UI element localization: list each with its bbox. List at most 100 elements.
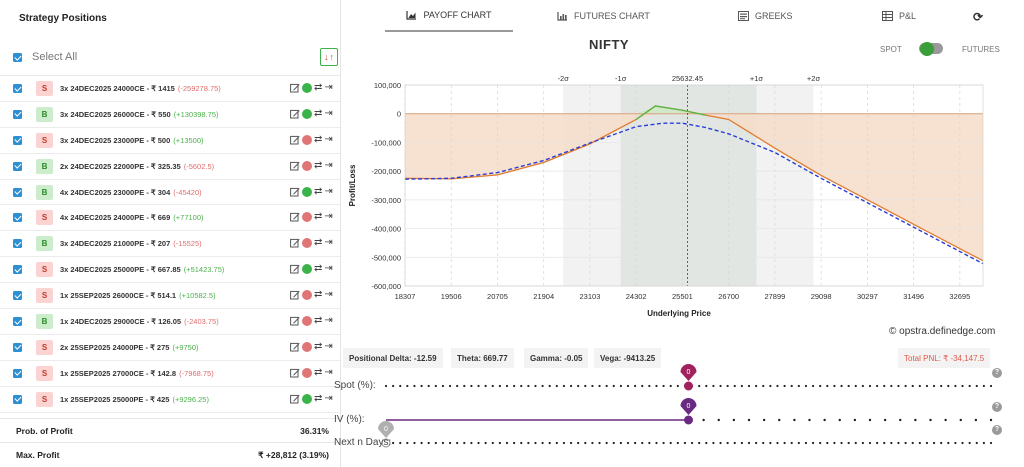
- exit-icon[interactable]: ⇥: [324, 211, 333, 223]
- edit-icon[interactable]: [290, 342, 300, 352]
- edit-icon[interactable]: [290, 316, 300, 326]
- swap-icon[interactable]: ⇄: [314, 133, 323, 145]
- exit-icon[interactable]: ⇥: [324, 366, 333, 378]
- status-dot-icon[interactable]: [302, 108, 312, 119]
- help-icon[interactable]: ?: [992, 402, 1002, 412]
- exit-icon[interactable]: ⇥: [324, 392, 333, 404]
- slider[interactable]: 0 IV (%):?: [334, 395, 1024, 425]
- position-row[interactable]: S 1x 25SEP2025 26000CE - ₹ 514.1 (+10582.5…: [0, 283, 340, 310]
- edit-icon[interactable]: [290, 212, 300, 222]
- side-badge[interactable]: B: [36, 158, 53, 174]
- side-badge[interactable]: B: [36, 184, 53, 200]
- position-checkbox[interactable]: [13, 109, 22, 119]
- slider-track[interactable]: 0: [341, 421, 1024, 455]
- position-row[interactable]: S 3x 24DEC2025 25000PE - ₹ 667.85 (+51423.…: [0, 257, 340, 284]
- side-badge[interactable]: S: [36, 262, 53, 278]
- position-checkbox[interactable]: [13, 265, 22, 275]
- position-checkbox[interactable]: [13, 84, 22, 93]
- tab-pnl[interactable]: P&L: [882, 0, 916, 32]
- edit-icon[interactable]: [290, 394, 300, 404]
- status-dot-icon[interactable]: [302, 264, 312, 275]
- swap-icon[interactable]: ⇄: [314, 211, 323, 223]
- edit-icon[interactable]: [290, 238, 300, 248]
- exit-icon[interactable]: ⇥: [324, 263, 333, 275]
- exit-icon[interactable]: ⇥: [324, 340, 333, 352]
- side-badge[interactable]: S: [36, 288, 53, 304]
- position-checkbox[interactable]: [13, 161, 22, 171]
- position-row[interactable]: S 4x 24DEC2025 24000PE - ₹ 669 (+77100) ⇄ ⇥: [0, 205, 340, 232]
- tab-payoff-chart[interactable]: PAYOFF CHART: [385, 0, 513, 32]
- swap-icon[interactable]: ⇄: [314, 263, 323, 275]
- exit-icon[interactable]: ⇥: [324, 237, 333, 249]
- edit-icon[interactable]: [290, 83, 300, 93]
- swap-icon[interactable]: ⇄: [314, 340, 323, 352]
- position-row[interactable]: S 1x 25SEP2025 27000CE - ₹ 142.8 (-7968.75…: [0, 361, 340, 387]
- swap-icon[interactable]: ⇄: [314, 159, 323, 171]
- status-dot-icon[interactable]: [302, 238, 312, 249]
- edit-icon[interactable]: [290, 290, 300, 300]
- side-badge[interactable]: S: [36, 210, 53, 226]
- position-row[interactable]: B 3x 24DEC2025 21000PE - ₹ 207 (-15525) ⇄ ⇥: [0, 231, 340, 258]
- exit-icon[interactable]: ⇥: [324, 289, 333, 301]
- swap-icon[interactable]: ⇄: [314, 237, 323, 249]
- position-checkbox[interactable]: [13, 291, 22, 301]
- tab-greeks[interactable]: GREEKS: [738, 0, 793, 32]
- exit-icon[interactable]: ⇥: [324, 133, 333, 145]
- edit-icon[interactable]: [290, 264, 300, 274]
- edit-icon[interactable]: [290, 368, 300, 378]
- position-row[interactable]: S 1x 25SEP2025 25000PE - ₹ 425 (+9296.25) ⇄…: [0, 387, 340, 413]
- exit-icon[interactable]: ⇥: [324, 107, 333, 119]
- status-dot-icon[interactable]: [302, 134, 312, 145]
- position-row[interactable]: S 3x 24DEC2025 24000CE - ₹ 1415 (-259278.7…: [0, 76, 340, 102]
- position-checkbox[interactable]: [13, 213, 22, 223]
- edit-icon[interactable]: [290, 135, 300, 145]
- slider[interactable]: 0 Spot (%):?: [334, 364, 1024, 398]
- swap-icon[interactable]: ⇄: [314, 366, 323, 378]
- status-dot-icon[interactable]: [302, 316, 312, 327]
- edit-icon[interactable]: [290, 161, 300, 171]
- side-badge[interactable]: S: [36, 365, 53, 381]
- slider[interactable]: 0 Next n Days:?: [334, 421, 1024, 455]
- edit-icon[interactable]: [290, 109, 300, 119]
- exit-icon[interactable]: ⇥: [324, 159, 333, 171]
- edit-icon[interactable]: [290, 187, 300, 197]
- refresh-icon[interactable]: ⟳: [973, 10, 984, 24]
- swap-icon[interactable]: ⇄: [314, 392, 323, 404]
- status-dot-icon[interactable]: [302, 367, 312, 378]
- exit-icon[interactable]: ⇥: [324, 185, 333, 197]
- status-dot-icon[interactable]: [302, 186, 312, 197]
- position-checkbox[interactable]: [13, 135, 22, 145]
- swap-icon[interactable]: ⇄: [314, 107, 323, 119]
- status-dot-icon[interactable]: [302, 160, 312, 171]
- position-row[interactable]: B 3x 24DEC2025 26000CE - ₹ 550 (+130398.75…: [0, 102, 340, 128]
- position-row[interactable]: S 2x 25SEP2025 24000PE - ₹ 275 (+9750) ⇄ ⇥: [0, 335, 340, 361]
- side-badge[interactable]: S: [36, 391, 53, 407]
- swap-icon[interactable]: ⇄: [314, 289, 323, 301]
- status-dot-icon[interactable]: [302, 393, 312, 404]
- position-row[interactable]: B 2x 24DEC2025 22000PE - ₹ 325.35 (-5602.5…: [0, 154, 340, 180]
- status-dot-icon[interactable]: [302, 290, 312, 301]
- position-checkbox[interactable]: [13, 394, 22, 404]
- position-row[interactable]: B 1x 24DEC2025 29000CE - ₹ 126.05 (-2403.7…: [0, 309, 340, 335]
- select-all-checkbox[interactable]: [13, 53, 22, 62]
- slider-track[interactable]: 0: [341, 364, 1024, 398]
- swap-icon[interactable]: ⇄: [314, 185, 323, 197]
- position-row[interactable]: B 4x 24DEC2025 23000PE - ₹ 304 (-45420) ⇄ ⇥: [0, 180, 340, 206]
- side-badge[interactable]: B: [36, 236, 53, 252]
- side-badge[interactable]: S: [36, 339, 53, 355]
- swap-icon[interactable]: ⇄: [314, 315, 323, 327]
- exit-icon[interactable]: ⇥: [324, 82, 333, 93]
- side-badge[interactable]: B: [36, 106, 53, 122]
- position-row[interactable]: S 3x 24DEC2025 23000PE - ₹ 500 (+13500) ⇄ ⇥: [0, 128, 340, 154]
- select-all-row[interactable]: Select All ↓ ↑: [0, 40, 340, 76]
- swap-icon[interactable]: ⇄: [314, 82, 323, 93]
- status-dot-icon[interactable]: [302, 83, 312, 93]
- side-badge[interactable]: S: [36, 81, 53, 96]
- status-dot-icon[interactable]: [302, 212, 312, 223]
- side-badge[interactable]: S: [36, 132, 53, 148]
- position-checkbox[interactable]: [13, 187, 22, 197]
- position-checkbox[interactable]: [13, 368, 22, 378]
- slider-track[interactable]: 0: [341, 395, 1024, 425]
- position-checkbox[interactable]: [13, 317, 22, 327]
- status-dot-icon[interactable]: [302, 341, 312, 352]
